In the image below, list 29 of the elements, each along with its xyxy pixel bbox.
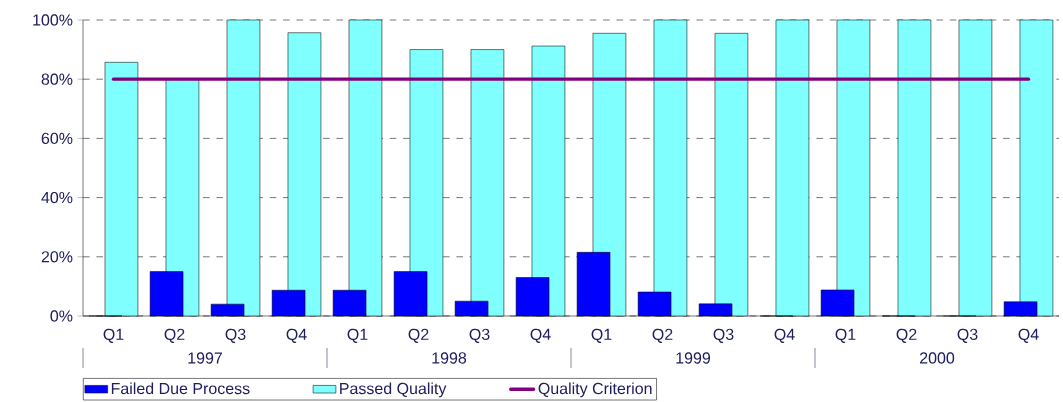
x-tick-label: Q1 xyxy=(347,328,368,343)
text: 1998 xyxy=(432,352,467,364)
y-tick-label: 40% xyxy=(41,191,73,204)
x-tick-label: Q4 xyxy=(774,328,795,343)
text: 1999 xyxy=(676,352,711,364)
x-tick-label: Q3 xyxy=(957,328,978,343)
x-tick-label: Q4 xyxy=(286,328,307,343)
y-tick-label: 0% xyxy=(50,310,73,322)
x-tick-label: Q1 xyxy=(835,328,856,343)
x-tick-label: Q3 xyxy=(713,328,734,343)
y-tick-label: 100% xyxy=(33,14,73,26)
y-tick-label: 80% xyxy=(41,73,73,85)
x-tick-label: Q2 xyxy=(164,328,185,343)
legend-label: Quality Criterion xyxy=(538,382,652,398)
x-tick-label: Q3 xyxy=(225,328,246,343)
text: 2000 xyxy=(920,352,955,364)
x-tick-label: Q4 xyxy=(1018,328,1039,343)
y-tick-label: 60% xyxy=(41,132,73,145)
text: 1997 xyxy=(188,352,222,364)
x-tick-label: Q2 xyxy=(896,328,917,343)
x-tick-label: Q3 xyxy=(469,328,490,343)
x-tick-label: Q1 xyxy=(591,328,612,343)
x-tick-label: Q4 xyxy=(530,328,551,343)
legend-label: Failed Due Process xyxy=(111,382,250,395)
x-tick-label: Q2 xyxy=(652,328,673,343)
x-tick-label: Q2 xyxy=(408,328,429,343)
legend-label: Passed Quality xyxy=(340,382,447,398)
y-tick-label: 20% xyxy=(41,251,73,263)
x-tick-label: Q1 xyxy=(103,328,124,343)
